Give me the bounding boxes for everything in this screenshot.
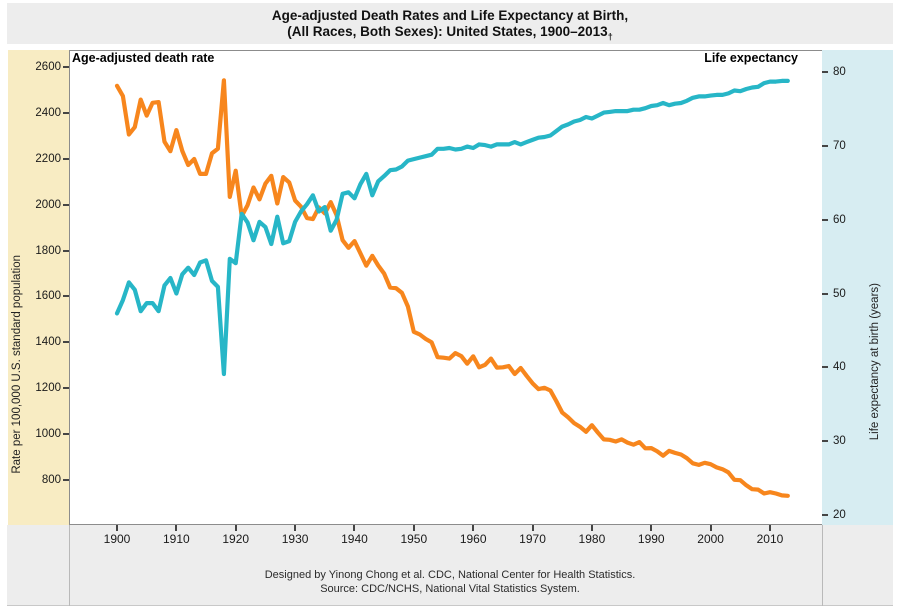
x-tick-label: 1910: [163, 532, 190, 546]
y-right-tick-mark: [822, 366, 828, 369]
x-tick-label: 1980: [578, 532, 606, 546]
y-right-tick-label: 80: [833, 66, 846, 78]
y-left-tick-label: 1000: [35, 428, 61, 441]
x-tick-label: 2000: [697, 532, 724, 546]
line-chart-canvas: [114, 78, 790, 498]
y-right-tick-label: 70: [833, 139, 846, 152]
x-tick-mark: [175, 525, 178, 531]
x-tick-mark: [709, 525, 712, 531]
y-left-tick-mark: [63, 295, 69, 298]
chart-title-line2-text: (All Races, Both Sexes): United States, …: [287, 24, 608, 39]
x-tick-mark: [412, 525, 415, 531]
y-right-tick-mark: [822, 144, 828, 147]
plot-area: Age-adjusted death rate Life expectancy: [69, 50, 823, 525]
y-right-tick-label: 30: [833, 435, 846, 448]
y-left-tick-mark: [63, 387, 69, 390]
x-tick-label: 1970: [519, 532, 546, 546]
y-right-tick-label: 60: [833, 213, 846, 226]
chart-title-strip: Age-adjusted Death Rates and Life Expect…: [7, 3, 893, 44]
y-right-tick-label: 20: [833, 509, 846, 521]
chart-title-line1: Age-adjusted Death Rates and Life Expect…: [271, 8, 629, 23]
x-tick-label: 1960: [459, 532, 487, 546]
series-label-life-expectancy: Life expectancy: [704, 51, 798, 65]
x-tick-mark: [294, 525, 297, 531]
y-left-tick-mark: [63, 203, 69, 206]
y-left-tick-mark: [63, 157, 69, 160]
y-right-tick-mark: [822, 440, 828, 443]
y-left-tick-label: 2600: [35, 61, 61, 73]
y-left-tick-label: 1200: [35, 382, 61, 395]
right-axis-title: Life expectancy at birth (years): [869, 283, 881, 441]
y-right-tick-label: 40: [833, 361, 846, 374]
axis-strip-divider: [822, 525, 823, 606]
right-axis-band: Life expectancy at birth (years) 20 30 40 5…: [822, 50, 893, 525]
chart-title-line2: (All Races, Both Sexes): United States, …: [7, 24, 893, 45]
y-left-tick-mark: [63, 479, 69, 481]
y-left-tick-label: 2000: [35, 198, 61, 211]
left-axis-band: Rate per 100,000 U.S. standard populatio…: [8, 50, 69, 525]
footer-source: Source: CDC/NCHS, National Vital Statist…: [320, 583, 580, 595]
footer-credit: Designed by Yinong Chong et al. CDC, Nat…: [264, 569, 636, 581]
y-left-tick-label: 1800: [35, 244, 61, 257]
y-right-tick-mark: [822, 71, 828, 73]
y-left-tick-label: 1600: [35, 290, 61, 303]
x-tick-mark: [768, 525, 771, 531]
x-tick-mark: [531, 525, 534, 531]
x-tick-mark: [590, 525, 593, 531]
x-tick-label: 1900: [103, 532, 131, 546]
axis-strip-divider: [69, 525, 70, 606]
x-tick-label: 1950: [400, 532, 428, 546]
x-tick-mark: [116, 525, 118, 531]
y-left-tick-label: 2200: [35, 152, 61, 165]
x-axis-strip: Designed by Yinong Chong et al. CDC, Nat…: [7, 525, 893, 606]
x-tick-label: 1990: [637, 532, 665, 546]
x-tick-label: 1940: [341, 532, 368, 546]
x-tick-mark: [650, 525, 653, 531]
y-left-tick-mark: [63, 249, 69, 252]
y-left-tick-mark: [63, 111, 69, 114]
y-right-tick-mark: [822, 218, 828, 221]
y-right-tick-mark: [822, 292, 828, 295]
series-line-life-expectancy: [114, 78, 790, 377]
y-left-tick-mark: [63, 66, 69, 68]
y-right-tick-label: 50: [833, 287, 846, 300]
x-tick-mark: [472, 525, 475, 531]
y-right-tick-mark: [822, 514, 828, 516]
footer: Designed by Yinong Chong et al. CDC, Nat…: [7, 568, 893, 596]
y-left-tick-label: 800: [41, 474, 61, 486]
x-tick-label: 2010: [756, 532, 784, 546]
y-left-tick-label: 2400: [35, 106, 61, 119]
dagger-footnote-marker: †: [607, 31, 613, 42]
y-left-tick-mark: [63, 433, 69, 436]
series-label-death-rate: Age-adjusted death rate: [72, 51, 215, 65]
x-tick-mark: [234, 525, 237, 531]
y-left-tick-label: 1400: [35, 336, 61, 349]
x-tick-label: 1920: [222, 532, 250, 546]
x-tick-label: 1930: [281, 532, 309, 546]
series-line-death-rate: [114, 78, 790, 498]
y-left-tick-mark: [63, 341, 69, 344]
x-tick-mark: [353, 525, 356, 531]
